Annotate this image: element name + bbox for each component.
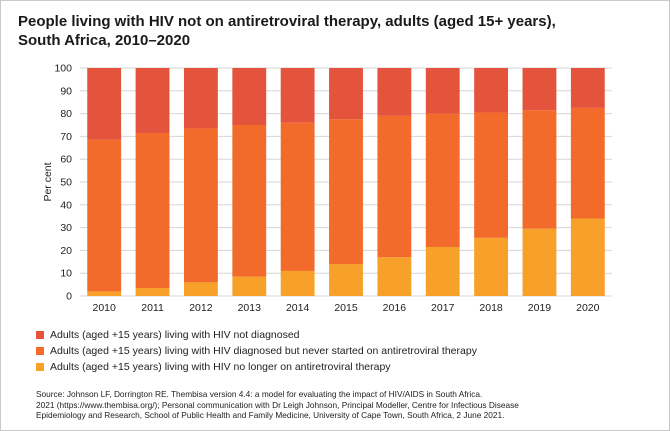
legend-item-never-started: Adults (aged +15 years) living with HIV … (36, 343, 477, 359)
bar-segment-2012-series-0 (183, 282, 218, 296)
source-line-3: Epidemiology and Research, School of Pub… (36, 410, 505, 420)
source-note: Source: Johnson LF, Dorrington RE. Themb… (36, 389, 656, 421)
bar-segment-2019-series-1 (522, 110, 557, 229)
legend-label-no-longer-on-art: Adults (aged +15 years) living with HIV … (50, 361, 391, 373)
x-tick-label: 2014 (286, 302, 310, 314)
legend-label-never-started: Adults (aged +15 years) living with HIV … (50, 345, 477, 357)
legend-label-not-diagnosed: Adults (aged +15 years) living with HIV … (50, 329, 300, 341)
legend-swatch-never-started (36, 347, 44, 355)
legend-swatch-not-diagnosed (36, 331, 44, 339)
bar-segment-2018-series-0 (474, 237, 509, 296)
bar-segment-2011-series-2 (135, 68, 170, 133)
bar-segment-2010-series-2 (87, 68, 122, 140)
bar-segment-2015-series-0 (329, 264, 363, 296)
y-tick-label: 10 (60, 268, 72, 280)
bar-segment-2017-series-1 (425, 113, 460, 247)
x-tick-label: 2012 (189, 302, 213, 314)
stacked-bar-chart: 0 10 20 30 40 50 60 70 80 90 100 Per cent 2010 2011 20… (42, 63, 612, 314)
x-tick-label: 2017 (431, 302, 455, 314)
chart-title: People living with HIV not on antiretrov… (18, 12, 638, 50)
x-tick-label: 2013 (238, 302, 262, 314)
x-tick-label: 2018 (479, 302, 503, 314)
bar-segment-2010-series-1 (87, 139, 122, 292)
bar-segment-2013-series-2 (232, 68, 267, 125)
bar-segment-2020-series-1 (570, 107, 605, 219)
x-tick-label: 2016 (383, 302, 407, 314)
legend-item-no-longer-on-art: Adults (aged +15 years) living with HIV … (36, 359, 477, 375)
x-tick-label: 2015 (334, 302, 358, 314)
bar-segment-2014-series-1 (280, 122, 315, 271)
bar-segment-2019-series-2 (522, 68, 557, 111)
y-tick-label: 70 (60, 131, 72, 143)
y-tick-label: 0 (66, 291, 72, 303)
bar-segment-2014-series-2 (280, 68, 315, 123)
legend-swatch-no-longer-on-art (36, 363, 44, 371)
bar-segment-2018-series-1 (474, 112, 509, 238)
legend-item-not-diagnosed: Adults (aged +15 years) living with HIV … (36, 327, 477, 343)
y-tick-label: 100 (54, 63, 72, 75)
y-tick-label: 60 (60, 154, 72, 166)
bar-segment-2016-series-2 (377, 68, 412, 116)
bar-segment-2015-series-2 (329, 68, 363, 120)
bar-segment-2013-series-0 (232, 276, 267, 296)
chart-title-line-1: People living with HIV not on antiretrov… (18, 13, 556, 30)
bar-segment-2013-series-1 (232, 125, 267, 277)
x-tick-label: 2019 (528, 302, 552, 314)
y-tick-label: 90 (60, 85, 72, 97)
bar-segment-2014-series-0 (280, 270, 315, 296)
y-tick-label: 50 (60, 177, 72, 189)
y-tick-label: 80 (60, 108, 72, 120)
bar-segment-2020-series-0 (570, 218, 605, 296)
bar-segment-2016-series-1 (377, 115, 412, 258)
y-tick-label: 30 (60, 222, 72, 234)
bar-segment-2012-series-1 (183, 128, 218, 283)
x-tick-label: 2010 (93, 302, 117, 314)
chart-legend: Adults (aged +15 years) living with HIV … (36, 327, 477, 375)
bar-segment-2010-series-0 (87, 291, 122, 296)
source-line-2: 2021 (https://www.thembisa.org/); Person… (36, 399, 519, 410)
x-tick-label: 2011 (141, 302, 164, 314)
bar-segment-2019-series-0 (522, 228, 557, 296)
x-tick-label: 2020 (576, 302, 600, 314)
source-line-1: Source: Johnson LF, Dorrington RE. Themb… (36, 389, 483, 399)
chart-title-line-2: South Africa, 2010–2020 (18, 32, 191, 49)
bar-segment-2017-series-0 (425, 246, 460, 296)
bar-segment-2018-series-2 (474, 68, 509, 113)
bar-segment-2015-series-1 (329, 119, 363, 265)
y-tick-label: 20 (60, 245, 72, 257)
bar-segment-2016-series-0 (377, 257, 412, 296)
bar-segment-2011-series-1 (135, 132, 170, 289)
y-tick-label: 40 (60, 199, 72, 211)
bar-segment-2012-series-2 (183, 68, 218, 129)
bar-segment-2017-series-2 (425, 68, 460, 114)
bar-segment-2011-series-0 (135, 288, 170, 296)
y-axis-title: Per cent (42, 162, 54, 201)
bar-segment-2020-series-2 (570, 68, 605, 108)
